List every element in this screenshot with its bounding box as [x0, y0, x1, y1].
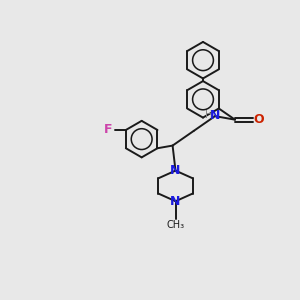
Text: F: F — [104, 124, 112, 136]
Text: N: N — [170, 164, 181, 176]
Text: N: N — [170, 195, 181, 208]
Text: CH₃: CH₃ — [167, 220, 184, 230]
Text: H: H — [205, 110, 212, 120]
Text: N: N — [209, 109, 220, 122]
Text: O: O — [253, 113, 264, 126]
